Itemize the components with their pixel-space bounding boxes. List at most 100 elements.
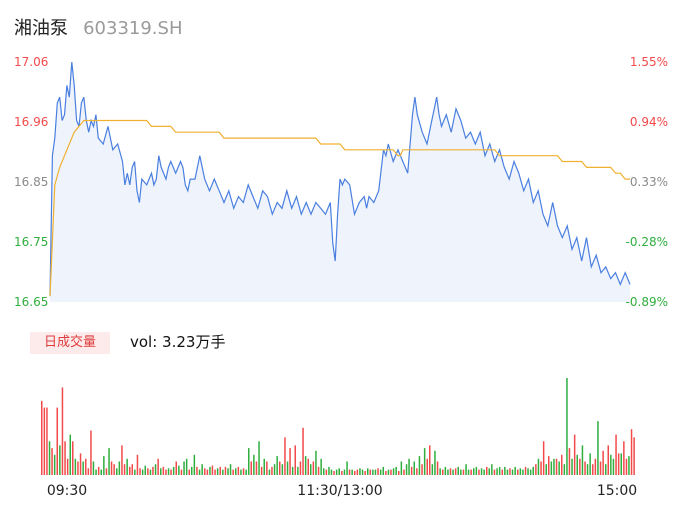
- volume-bar: [242, 468, 245, 475]
- volume-bar: [149, 469, 152, 475]
- volume-bar: [59, 445, 61, 475]
- volume-bar: [320, 458, 322, 475]
- volume-bar: [392, 468, 395, 475]
- volume-bar: [294, 445, 296, 475]
- volume-bar: [185, 458, 188, 475]
- volume-bar: [465, 464, 467, 475]
- pct-tick-label: 0.33%: [630, 175, 668, 189]
- volume-bar: [116, 468, 118, 475]
- volume-bar: [617, 453, 620, 475]
- price-tick-label: 16.96: [14, 115, 48, 129]
- volume-bar: [144, 465, 146, 475]
- price-line: [49, 61, 631, 297]
- volume-bar: [563, 464, 566, 475]
- volume-bar: [597, 421, 599, 475]
- volume-bar: [310, 464, 312, 475]
- volume-bar: [488, 468, 490, 475]
- volume-bar: [227, 468, 229, 475]
- volume-bar: [291, 466, 294, 475]
- volume-bar: [162, 466, 165, 475]
- volume-bar: [467, 469, 470, 475]
- volume-bar: [307, 458, 309, 475]
- volume-bar: [41, 400, 43, 475]
- volume-bar: [126, 458, 128, 475]
- volume-bar: [175, 461, 177, 475]
- stock-code: 603319.SH: [83, 18, 183, 39]
- volume-bar: [436, 461, 439, 475]
- volume-bar: [273, 464, 276, 475]
- volume-bar: [605, 464, 607, 475]
- volume-bar: [480, 468, 483, 475]
- volume-bar: [460, 469, 462, 475]
- volume-bar: [610, 454, 612, 475]
- volume-bar: [592, 464, 594, 475]
- volume-bar: [129, 466, 131, 475]
- volume-bar: [341, 471, 343, 475]
- volume-bar: [69, 434, 71, 475]
- volume-bar: [268, 469, 271, 475]
- x-tick-label: 11:30/13:00: [297, 483, 382, 499]
- volume-bar: [165, 469, 167, 475]
- volume-bar: [586, 464, 589, 475]
- volume-bar: [434, 450, 436, 476]
- volume-bar: [333, 471, 335, 475]
- volume-bar: [612, 458, 615, 475]
- volume-bar: [599, 461, 602, 475]
- volume-bar: [423, 448, 426, 475]
- volume-bar: [390, 469, 392, 475]
- volume-bar: [121, 445, 123, 475]
- x-tick-label: 15:00: [597, 483, 637, 499]
- volume-bar: [330, 469, 333, 475]
- volume-bar: [421, 464, 423, 475]
- pct-tick-label: 0.94%: [630, 115, 668, 129]
- volume-bar: [535, 464, 537, 475]
- volume-bar: [167, 468, 170, 475]
- volume-bar: [491, 464, 493, 475]
- volume-bar: [211, 465, 214, 475]
- average-line: [49, 119, 630, 297]
- volume-bar: [51, 448, 53, 475]
- volume-bar: [141, 469, 144, 475]
- volume-bar: [196, 466, 198, 475]
- volume-bar: [522, 469, 524, 475]
- volume-bar: [224, 466, 227, 475]
- volume-text: vol: 3.23万手: [130, 333, 226, 351]
- volume-bar: [452, 469, 454, 475]
- volume-bar: [374, 469, 377, 475]
- volume-bar: [123, 464, 126, 475]
- volume-bar: [486, 466, 488, 475]
- pct-tick-label: -0.28%: [626, 235, 668, 249]
- volume-bar: [193, 454, 196, 475]
- volume-bar: [180, 469, 183, 475]
- volume-bar: [279, 461, 281, 475]
- volume-bar: [442, 469, 444, 475]
- volume-badge[interactable]: 日成交量: [30, 332, 110, 354]
- volume-bar: [385, 471, 387, 475]
- volume-bar: [105, 468, 108, 475]
- volume-bar: [348, 469, 351, 475]
- volume-bar: [100, 469, 102, 475]
- volume-bar: [532, 466, 534, 475]
- volume-bar: [501, 469, 503, 475]
- volume-bar: [178, 465, 180, 475]
- volume-bar: [157, 458, 159, 475]
- volume-bar: [276, 456, 278, 475]
- volume-bar: [260, 466, 263, 475]
- volume-bar: [245, 469, 247, 475]
- price-tick-label: 16.65: [14, 295, 48, 309]
- volume-bar: [235, 468, 237, 475]
- volume-bar: [594, 458, 597, 475]
- volume-bar: [214, 469, 216, 475]
- volume-bar: [250, 461, 252, 475]
- volume-bar: [395, 466, 397, 475]
- pct-tick-label: 1.55%: [630, 55, 668, 69]
- volume-bar: [555, 458, 558, 475]
- volume-bar: [183, 461, 185, 475]
- volume-bar: [498, 466, 501, 475]
- volume-bar: [372, 469, 374, 475]
- volume-bar: [550, 461, 553, 475]
- volume-bar: [240, 469, 242, 475]
- volume-bar: [615, 434, 617, 475]
- volume-bar: [576, 454, 578, 475]
- x-tick-label: 09:30: [47, 483, 87, 499]
